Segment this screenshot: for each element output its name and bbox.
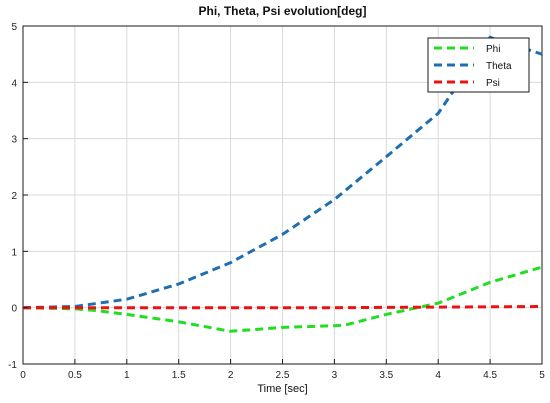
x-tick-label: 0 [20, 370, 26, 381]
x-tick-label: 3.5 [379, 370, 393, 381]
x-tick-label: 0.5 [68, 370, 82, 381]
x-tick-label: 1 [124, 370, 130, 381]
y-tick-label: -1 [8, 360, 17, 371]
series-line-phi [22, 265, 543, 333]
x-tick-label: 5 [539, 370, 545, 381]
x-tick-label: 4 [435, 370, 441, 381]
x-tick-label: 2 [228, 370, 234, 381]
legend-label-psi: Psi [486, 78, 500, 89]
y-tick-label: 0 [11, 304, 17, 315]
y-tick-label: 3 [11, 135, 17, 146]
x-tick-label: 3 [332, 370, 338, 381]
legend-label-theta: Theta [486, 61, 512, 72]
y-tick-label: 5 [11, 22, 17, 33]
x-axis-label: Time [sec] [257, 383, 307, 395]
x-tick-label: 4.5 [483, 370, 497, 381]
legend-box [427, 37, 530, 93]
series-line-psi [23, 305, 543, 310]
y-tick-label: 1 [11, 247, 17, 258]
chart-title: Phi, Theta, Psi evolution[deg] [198, 4, 366, 18]
y-tick-label: 4 [11, 78, 17, 89]
legend: Phi Theta Psi [427, 37, 530, 93]
y-tick-label: 2 [11, 191, 17, 202]
legend-label-phi: Phi [486, 44, 500, 55]
x-tick-label: 2.5 [276, 370, 290, 381]
x-tick-label: 1.5 [172, 370, 186, 381]
